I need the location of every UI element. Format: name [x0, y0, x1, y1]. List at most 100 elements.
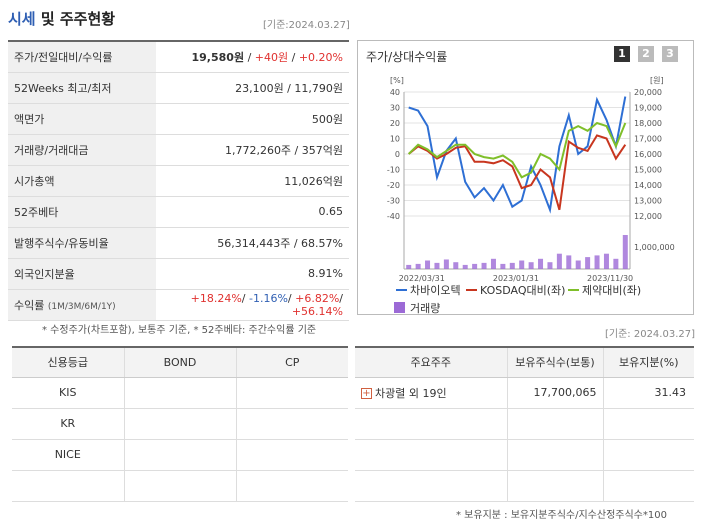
- right-tick-label: 14,000: [634, 181, 662, 190]
- right-tick-label: 16,000: [634, 150, 662, 159]
- volume-bar: [453, 262, 459, 269]
- holder-shares: [506, 408, 603, 440]
- left-tick-label: 10: [390, 135, 400, 144]
- holders-header-pct: 보유지분(%): [602, 347, 694, 378]
- volume-bar: [622, 235, 628, 269]
- return-6m: +6.82%: [295, 291, 340, 305]
- separator: /: [244, 50, 255, 64]
- info-label: 시가총액: [8, 165, 156, 197]
- volume-bar: [603, 253, 609, 269]
- legend-swatch: [394, 302, 405, 313]
- left-tick-label: 40: [390, 88, 400, 97]
- table-row: [355, 408, 694, 440]
- major-shareholders-table: 주요주주 보유주식수(보통) 보유지분(%) + 차광렬 외 19인 17,700…: [355, 346, 694, 502]
- info-row-volume: 거래량/거래대금 1,772,260주 / 357억원: [8, 134, 349, 166]
- legend-label: KOSDAQ대비(좌): [480, 284, 565, 297]
- left-tick-label: 30: [390, 104, 400, 113]
- volume-bar: [585, 257, 591, 269]
- info-value: 500원: [156, 103, 349, 135]
- holders-header-shares: 보유주식수(보통): [506, 347, 603, 378]
- title-rest: 및 주주현황: [35, 10, 116, 28]
- credit-agency: KIS: [12, 377, 124, 409]
- return-1m: +18.24%: [190, 291, 242, 305]
- holder-name: 차광렬 외 19인: [375, 386, 447, 400]
- cp-rating: [235, 439, 348, 471]
- table-row: [355, 470, 694, 502]
- price-rate: +0.20%: [298, 50, 343, 64]
- right-tick-label: 19,000: [634, 104, 662, 113]
- return-3m: -1.16%: [248, 291, 288, 305]
- return-1y: +56.14%: [291, 304, 343, 318]
- holder-pct: [602, 439, 694, 471]
- right-tick-label: 13,000: [634, 197, 662, 206]
- table-row: KIS: [12, 377, 348, 409]
- left-tick-label: -10: [387, 166, 400, 175]
- volume-bar: [425, 260, 431, 269]
- volume-bar: [556, 253, 562, 269]
- left-tick-label: -40: [387, 212, 400, 221]
- title-accent: 시세: [8, 10, 36, 28]
- volume-bar: [481, 262, 487, 269]
- volume-bar: [443, 259, 449, 269]
- credit-agency: NICE: [12, 439, 124, 471]
- legend-label: 거래량: [410, 302, 440, 314]
- volume-bar: [434, 262, 440, 269]
- info-value: 11,026억원: [156, 165, 349, 197]
- bond-rating: [123, 470, 236, 502]
- chart-title: 주가/상대수익률: [366, 50, 448, 64]
- volume-bar: [472, 263, 478, 269]
- info-label: 주가/전일대비/수익률: [8, 41, 156, 73]
- table-row: [355, 439, 694, 471]
- holder-name: [355, 439, 507, 471]
- info-label: 외국인지분율: [8, 258, 156, 290]
- volume-bar: [566, 255, 572, 269]
- right-axis-unit: [원]: [650, 76, 664, 85]
- table-row: NICE: [12, 439, 348, 471]
- info-value: 56,314,443주 / 68.57%: [156, 227, 349, 259]
- info-value: 0.65: [156, 196, 349, 228]
- info-label: 발행주식수/유동비율: [8, 227, 156, 259]
- cp-rating: [235, 377, 348, 409]
- info-value: 8.91%: [156, 258, 349, 290]
- holders-header-row: 주요주주 보유주식수(보통) 보유지분(%): [355, 347, 694, 378]
- volume-bar: [575, 260, 581, 269]
- holder-shares: 17,700,065: [506, 377, 603, 409]
- expand-plus-icon[interactable]: +: [361, 388, 372, 399]
- right-tick-label: 17,000: [634, 135, 662, 144]
- right-tick-label: 12,000: [634, 212, 662, 221]
- as-of-date: [기준:2024.03.27]: [263, 20, 350, 31]
- volume-bar: [500, 263, 506, 269]
- volume-bar: [528, 262, 534, 269]
- holders-header-name: 주요주주: [355, 347, 507, 378]
- holder-shares: [506, 470, 603, 502]
- credit-header-cp: CP: [235, 347, 348, 378]
- info-label: 거래량/거래대금: [8, 134, 156, 166]
- table-row: + 차광렬 외 19인 17,700,065 31.43: [355, 377, 694, 409]
- price-change: +40원: [254, 50, 289, 64]
- chart-page-3-button[interactable]: 3: [662, 46, 678, 62]
- legend-label: 차바이오텍: [410, 284, 461, 297]
- info-value: 23,100원 / 11,790원: [156, 72, 349, 104]
- returns-period-label: (1M/3M/6M/1Y): [47, 301, 116, 312]
- chart-as-of-date: [기준: 2024.03.27]: [605, 329, 696, 340]
- volume-bar: [613, 258, 619, 269]
- x-tick-label: 2023/01/31: [493, 274, 539, 283]
- volume-bar: [490, 258, 496, 269]
- chart-page-1-button[interactable]: 1: [614, 46, 630, 62]
- info-label: 액면가: [8, 103, 156, 135]
- series-line-2: [408, 134, 627, 211]
- info-row-shares: 발행주식수/유동비율 56,314,443주 / 68.57%: [8, 227, 349, 259]
- bond-rating: [123, 439, 236, 471]
- chart-panel: 주가/상대수익률 1 2 3 [%] [원] 40 30 20 10 0 -10 -20 -30 -…: [357, 40, 694, 315]
- left-axis-unit: [%]: [390, 76, 404, 85]
- volume-bar: [547, 262, 553, 269]
- volume-bar: [519, 260, 525, 269]
- left-tick-label: -30: [387, 197, 400, 206]
- holder-pct: [602, 408, 694, 440]
- series-line-3: [407, 121, 627, 179]
- info-row-par: 액면가 500원: [8, 103, 349, 135]
- page-title: 시세 및 주주현황: [8, 8, 115, 29]
- info-label: 52주베타: [8, 196, 156, 228]
- x-tick-label: 2022/03/31: [399, 274, 445, 283]
- chart-page-2-button[interactable]: 2: [638, 46, 654, 62]
